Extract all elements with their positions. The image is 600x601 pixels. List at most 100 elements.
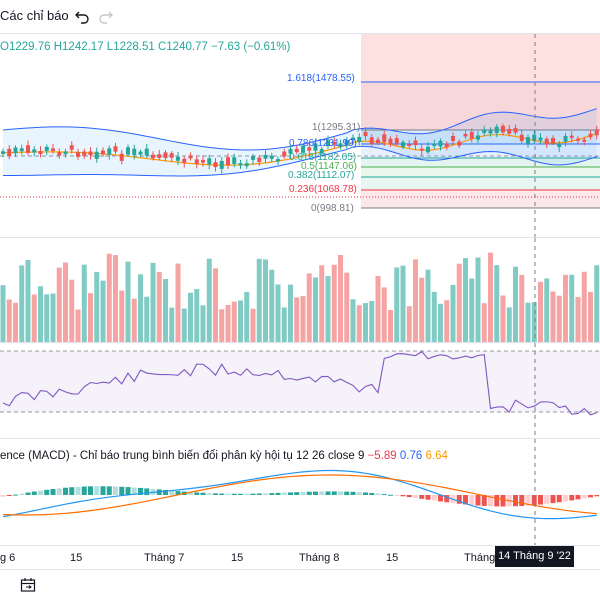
- volume-bar: [569, 274, 575, 342]
- candle: [76, 152, 80, 157]
- volume-chart[interactable]: [0, 238, 600, 342]
- macd-histogram-bar: [344, 491, 350, 495]
- macd-histogram-bar: [519, 495, 525, 507]
- volume-bar: [0, 285, 6, 342]
- macd-histogram-bar: [263, 493, 268, 495]
- macd-histogram-bar: [206, 493, 212, 495]
- candle: [582, 139, 587, 142]
- candle: [157, 154, 162, 158]
- candle: [513, 128, 518, 133]
- macd-histogram-bar: [388, 494, 393, 496]
- ohlc-open: O1229.76: [0, 41, 51, 53]
- candle: [226, 157, 230, 166]
- macd-histogram-bar: [300, 491, 306, 495]
- volume-bar: [594, 265, 600, 342]
- volume-bar: [394, 267, 400, 342]
- volume-bar: [56, 267, 62, 342]
- fib-zone: [361, 144, 600, 158]
- macd-histogram-bar: [213, 493, 218, 495]
- macd-histogram-bar: [369, 492, 375, 495]
- calendar-range-icon[interactable]: [20, 577, 36, 598]
- price-chart[interactable]: [0, 34, 600, 237]
- volume-bar: [319, 265, 325, 342]
- volume-bar: [475, 257, 481, 342]
- volume-pane[interactable]: [0, 238, 600, 342]
- undo-icon[interactable]: [71, 6, 93, 28]
- macd-histogram-bar: [575, 495, 581, 500]
- volume-bar: [419, 277, 425, 342]
- volume-bar: [256, 258, 262, 342]
- rsi-pane[interactable]: [0, 343, 600, 438]
- candle: [188, 155, 193, 159]
- candle: [307, 147, 312, 151]
- candle: [219, 160, 224, 169]
- macd-histogram-bar: [88, 486, 93, 495]
- volume-bar: [575, 296, 581, 342]
- macd-histogram-bar: [0, 495, 6, 497]
- pane-separator[interactable]: [0, 237, 600, 238]
- time-axis-label: 15: [386, 552, 399, 564]
- volume-bar: [588, 291, 593, 342]
- volume-bar: [506, 307, 512, 342]
- candle: [51, 148, 55, 151]
- candle: [507, 128, 512, 134]
- fib-zone: [361, 167, 600, 177]
- macd-histogram-bar: [444, 495, 450, 503]
- macd-histogram-bar: [294, 492, 300, 495]
- macd-histogram-bar: [581, 495, 587, 499]
- fib-level-label: 1(1295.31): [312, 122, 361, 133]
- volume-bar: [481, 303, 487, 342]
- volume-bar: [169, 307, 175, 342]
- fib-level-label: 0.382(1112.07): [288, 170, 355, 181]
- macd-histogram-bar: [494, 495, 500, 507]
- macd-histogram-bar: [544, 495, 550, 504]
- macd-histogram-bar: [19, 493, 25, 495]
- volume-bar: [88, 293, 93, 342]
- candle: [251, 155, 255, 160]
- macd-histogram-bar: [219, 493, 225, 495]
- rsi-chart[interactable]: [0, 343, 600, 438]
- macd-histogram-bar: [406, 495, 412, 498]
- volume-bar: [406, 306, 412, 342]
- indicators-button[interactable]: Các chỉ báo: [0, 8, 69, 23]
- candle: [463, 133, 468, 137]
- macd-histogram-bar: [488, 495, 493, 507]
- macd-histogram-bar: [500, 495, 506, 507]
- volume-bar: [544, 278, 550, 342]
- volume-bar: [81, 264, 87, 342]
- volume-bar: [244, 291, 250, 342]
- redo-icon[interactable]: [95, 6, 117, 28]
- volume-bar: [531, 302, 537, 342]
- candle: [244, 163, 249, 167]
- volume-bar: [344, 272, 350, 342]
- volume-bar: [281, 307, 287, 342]
- volume-bar: [13, 302, 18, 342]
- pane-separator[interactable]: [0, 342, 600, 343]
- time-axis[interactable]: g 6 15 Tháng 7 15 Tháng 8 15 Tháng: [0, 545, 600, 570]
- volume-bar: [44, 294, 50, 342]
- macd-histogram-bar: [400, 495, 406, 497]
- candle: [151, 154, 155, 159]
- macd-histogram-bar: [131, 487, 137, 495]
- macd-signal-value: 6.64: [425, 450, 448, 462]
- macd-histogram-bar: [594, 495, 600, 497]
- volume-bar: [94, 272, 100, 342]
- macd-pane[interactable]: [0, 439, 600, 545]
- volume-bar: [525, 302, 531, 342]
- pane-separator[interactable]: [0, 438, 600, 439]
- candle: [451, 136, 455, 141]
- macd-histogram-bar: [281, 492, 287, 495]
- macd-histogram-bar: [319, 491, 325, 495]
- candle: [569, 135, 574, 138]
- ohlc-high: H1242.17: [53, 41, 104, 53]
- fib-level-label: 0.786(1231.99): [289, 138, 357, 149]
- candle: [269, 155, 274, 159]
- candle: [263, 154, 268, 159]
- macd-chart[interactable]: [0, 439, 600, 545]
- candle: [63, 151, 68, 155]
- macd-histogram-bar: [338, 491, 343, 495]
- price-pane[interactable]: [0, 34, 600, 237]
- candle: [1, 151, 5, 154]
- candle: [432, 143, 437, 146]
- candle: [338, 143, 343, 148]
